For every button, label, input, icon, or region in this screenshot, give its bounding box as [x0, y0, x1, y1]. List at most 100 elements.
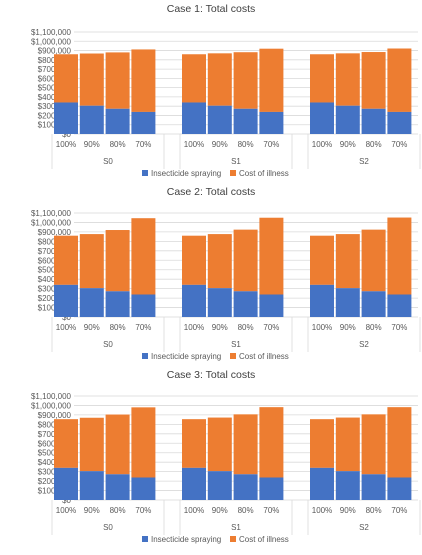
bar-insecticide-spraying: [259, 477, 284, 500]
bar-cost-of-illness: [182, 54, 206, 103]
bar-cost-of-illness: [131, 218, 156, 295]
bar-insecticide-spraying: [310, 102, 334, 134]
y-tick-label: $1,100,000: [31, 28, 72, 37]
bar-cost-of-illness: [310, 235, 334, 285]
legend-swatch-insecticide-spraying: [142, 536, 148, 542]
bar-insecticide-spraying: [131, 111, 156, 134]
bar-insecticide-spraying: [335, 105, 360, 134]
bar-cost-of-illness: [259, 217, 284, 295]
chart-panel-1: Case 1: Total costs$0$100,000$200,000$30…: [31, 3, 421, 178]
chart-title: Case 2: Total costs: [167, 186, 256, 198]
group-label: S0: [103, 157, 113, 166]
x-tick-label: 80%: [110, 506, 126, 515]
legend-label: Cost of illness: [239, 352, 289, 361]
x-tick-label: 70%: [391, 140, 407, 149]
bar-cost-of-illness: [207, 234, 232, 289]
bar-cost-of-illness: [335, 234, 360, 289]
bar-insecticide-spraying: [233, 474, 258, 500]
y-tick-label: $1,000,000: [31, 401, 72, 410]
chart-title: Case 3: Total costs: [167, 369, 256, 381]
x-tick-label: 90%: [212, 140, 228, 149]
x-tick-label: 90%: [340, 506, 356, 515]
legend-label: Insecticide spraying: [151, 169, 221, 178]
bar-insecticide-spraying: [207, 105, 232, 134]
y-tick-label: $0: [62, 496, 71, 505]
bar-insecticide-spraying: [105, 108, 130, 134]
group-label: S1: [231, 157, 241, 166]
group-label: S0: [103, 523, 113, 532]
bar-insecticide-spraying: [361, 108, 386, 134]
bar-insecticide-spraying: [310, 284, 334, 317]
bar-cost-of-illness: [361, 229, 386, 292]
group-label: S2: [359, 157, 369, 166]
x-tick-label: 70%: [135, 506, 151, 515]
bar-cost-of-illness: [79, 53, 104, 106]
bar-cost-of-illness: [54, 419, 78, 468]
bar-cost-of-illness: [335, 53, 360, 106]
y-tick-label: $900,000: [38, 47, 72, 56]
bar-insecticide-spraying: [207, 288, 232, 317]
x-tick-label: 70%: [135, 140, 151, 149]
x-tick-label: 90%: [84, 140, 100, 149]
bar-insecticide-spraying: [54, 284, 78, 317]
bar-cost-of-illness: [207, 417, 232, 472]
bar-insecticide-spraying: [105, 291, 130, 317]
bar-insecticide-spraying: [259, 111, 284, 134]
chart-panel-2: Case 2: Total costs$0$100,000$200,000$30…: [31, 186, 421, 361]
bar-insecticide-spraying: [131, 477, 156, 500]
x-tick-label: 100%: [56, 506, 76, 515]
group-label: S1: [231, 340, 241, 349]
x-tick-label: 100%: [184, 323, 204, 332]
y-tick-label: $1,100,000: [31, 209, 72, 218]
x-tick-label: 70%: [263, 506, 279, 515]
bar-insecticide-spraying: [387, 111, 412, 134]
x-tick-label: 90%: [340, 323, 356, 332]
bar-insecticide-spraying: [79, 105, 104, 134]
bar-insecticide-spraying: [387, 477, 412, 500]
x-tick-label: 90%: [84, 323, 100, 332]
x-tick-label: 90%: [340, 140, 356, 149]
chart-panel-3: Case 3: Total costs$0$100,000$200,000$30…: [31, 369, 421, 544]
bar-insecticide-spraying: [233, 291, 258, 317]
y-tick-label: $1,100,000: [31, 392, 72, 401]
x-tick-label: 70%: [263, 323, 279, 332]
x-tick-label: 70%: [135, 323, 151, 332]
bar-cost-of-illness: [310, 54, 334, 103]
x-tick-label: 100%: [312, 140, 332, 149]
x-tick-label: 70%: [391, 323, 407, 332]
x-tick-label: 90%: [84, 506, 100, 515]
group-label: S1: [231, 523, 241, 532]
bar-cost-of-illness: [79, 234, 104, 289]
legend-swatch-cost-of-illness: [230, 536, 236, 542]
x-tick-label: 100%: [56, 140, 76, 149]
bar-insecticide-spraying: [182, 467, 206, 500]
x-tick-label: 100%: [184, 506, 204, 515]
bar-cost-of-illness: [105, 230, 130, 292]
x-tick-label: 80%: [366, 506, 382, 515]
x-tick-label: 80%: [366, 323, 382, 332]
bar-insecticide-spraying: [259, 294, 284, 317]
y-tick-label: $1,000,000: [31, 218, 72, 227]
x-tick-label: 80%: [110, 323, 126, 332]
group-label: S2: [359, 340, 369, 349]
bar-insecticide-spraying: [54, 467, 78, 500]
bar-insecticide-spraying: [54, 102, 78, 134]
bar-cost-of-illness: [335, 417, 360, 472]
bar-cost-of-illness: [310, 419, 334, 468]
x-tick-label: 100%: [56, 323, 76, 332]
x-tick-label: 100%: [312, 506, 332, 515]
bar-cost-of-illness: [233, 229, 258, 292]
bar-insecticide-spraying: [233, 108, 258, 134]
x-tick-label: 80%: [110, 140, 126, 149]
bar-cost-of-illness: [361, 414, 386, 475]
bar-cost-of-illness: [131, 49, 156, 112]
legend-swatch-insecticide-spraying: [142, 353, 148, 359]
bar-cost-of-illness: [233, 414, 258, 475]
y-tick-label: $900,000: [38, 411, 72, 420]
legend-label: Insecticide spraying: [151, 535, 221, 544]
bar-insecticide-spraying: [105, 474, 130, 500]
legend-swatch-insecticide-spraying: [142, 170, 148, 176]
bar-insecticide-spraying: [182, 284, 206, 317]
